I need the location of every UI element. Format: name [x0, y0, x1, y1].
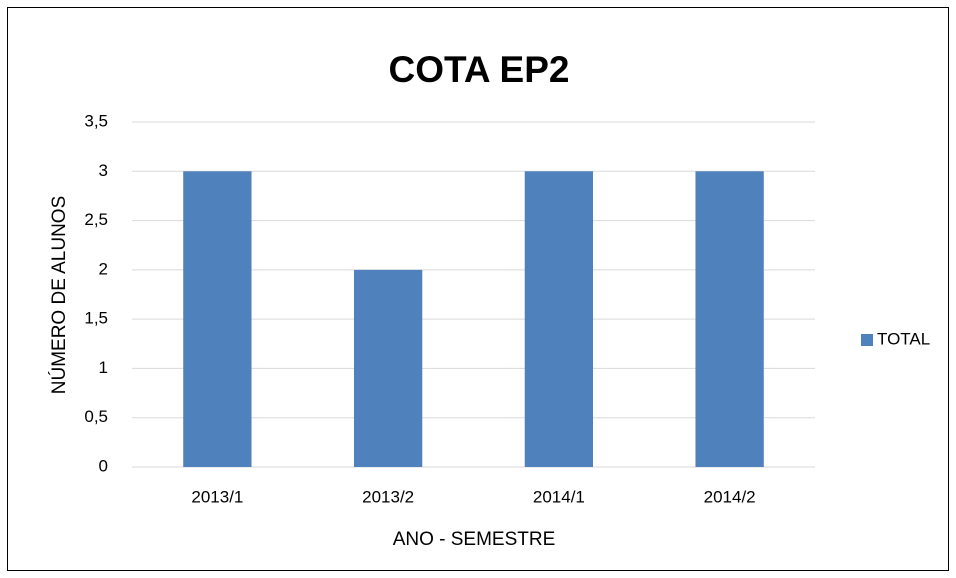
- y-tick-label: 2,5: [84, 210, 108, 229]
- y-tick-label: 0: [99, 456, 108, 475]
- y-tick-label: 3: [99, 161, 108, 180]
- x-tick-label: 2013/1: [191, 487, 243, 506]
- bar: [695, 171, 764, 468]
- legend-swatch: [861, 334, 873, 346]
- x-tick-label: 2013/2: [362, 487, 414, 506]
- bar: [353, 269, 423, 467]
- chart-border: [7, 7, 949, 571]
- y-tick-label: 1,5: [84, 309, 108, 328]
- bar: [183, 171, 252, 468]
- x-tick-label: 2014/2: [704, 487, 756, 506]
- y-tick-label: 2: [99, 259, 108, 278]
- x-tick-label: 2014/1: [533, 487, 585, 506]
- bar: [524, 171, 594, 468]
- legend-label: TOTAL: [877, 329, 930, 348]
- y-axis-label: NÚMERO DE ALUNOS: [48, 196, 70, 394]
- y-tick-label: 0,5: [84, 407, 108, 426]
- x-axis-label: ANO - SEMESTRE: [393, 529, 556, 550]
- chart-title: COTA EP2: [389, 49, 570, 90]
- y-tick-label: 1: [99, 358, 108, 377]
- y-tick-label: 3,5: [84, 111, 108, 130]
